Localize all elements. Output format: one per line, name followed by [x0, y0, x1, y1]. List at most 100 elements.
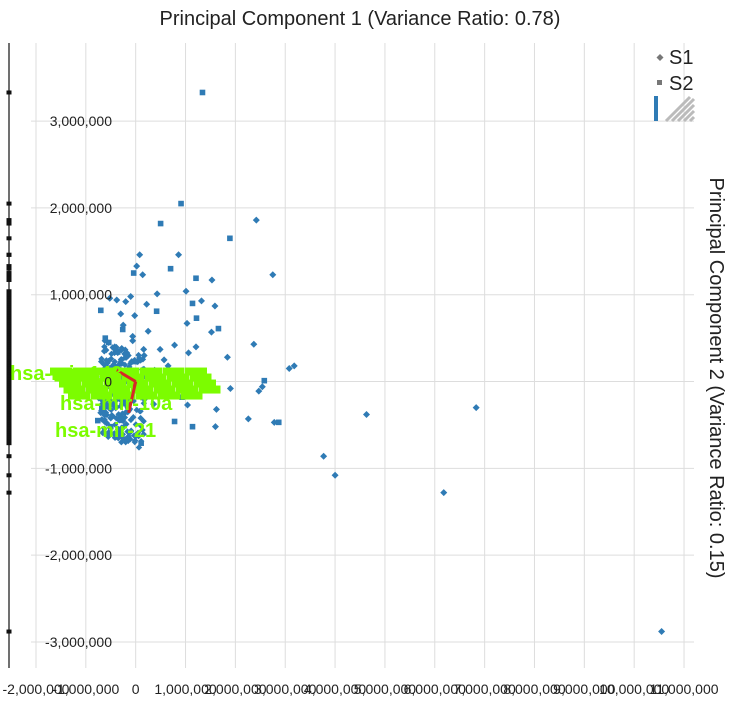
point-s1 [105, 357, 112, 365]
point-s1 [150, 400, 158, 408]
annotation-band [171, 379, 194, 388]
annotation-band [81, 379, 104, 388]
annotation-band [194, 379, 216, 388]
point-s1 [137, 357, 144, 364]
y-tick-label: -1,000,000 [45, 460, 112, 476]
point-s1 [211, 423, 219, 431]
point-s1 [101, 343, 108, 350]
x-tick-labels: -2,000,000-1,000,000 0 1,000,0002,000,0003… [3, 681, 719, 697]
point-s1 [137, 437, 145, 445]
annotation-band [149, 379, 171, 388]
rug-mark [6, 252, 12, 257]
rug-mark [6, 414, 12, 419]
point-s1 [131, 356, 138, 364]
rug-mark [6, 320, 12, 325]
point-s1 [118, 344, 125, 352]
rug-mark [6, 366, 12, 371]
point-s1 [117, 402, 124, 410]
point-s1 [182, 287, 190, 295]
point-s1 [111, 421, 119, 428]
point-s1 [123, 420, 130, 428]
rug-mark [6, 438, 12, 443]
point-s1 [101, 337, 109, 344]
rug-mark [6, 264, 12, 269]
rug-mark [6, 454, 12, 459]
point-s1 [124, 428, 131, 435]
rug-mark [6, 394, 12, 399]
point-s1 [135, 444, 143, 451]
point-s1 [211, 302, 219, 310]
rug-mark [6, 412, 12, 417]
y-tick-label: 0 [104, 374, 112, 390]
rug-mark [6, 266, 12, 271]
point-s1 [132, 421, 140, 428]
point-s1 [114, 362, 122, 369]
point-s1 [121, 350, 128, 358]
rug-mark [6, 377, 12, 382]
point-s1 [285, 365, 293, 373]
annotation-band [176, 385, 198, 394]
point-s1 [119, 431, 127, 438]
x-tick-label: 4,000,000 [304, 681, 366, 697]
point-s2 [153, 308, 160, 315]
point-s1 [101, 425, 108, 432]
rug-mark [6, 490, 12, 495]
loading-label: hsa-mir-143 [10, 363, 122, 385]
annotation-band [99, 373, 122, 382]
point-s2 [98, 404, 105, 411]
rug-mark [6, 379, 12, 384]
annotation-band [126, 379, 149, 388]
point-s1 [113, 296, 121, 304]
point-s2 [275, 419, 282, 426]
x-tick-label: -1,000,000 [52, 681, 119, 697]
annotation-band [90, 391, 113, 400]
rug-mark [6, 349, 12, 354]
annotation-band [180, 391, 203, 400]
annotation-band [104, 379, 126, 388]
x-tick-label: 9,000,000 [553, 681, 615, 697]
annotation-band [95, 367, 117, 376]
rug-mark [6, 425, 12, 430]
rug-mark [6, 312, 12, 317]
point-s1 [185, 349, 193, 357]
rug-mark [6, 388, 12, 393]
point-s1 [269, 271, 277, 279]
legend-marker-s2 [657, 80, 662, 85]
point-s1 [98, 355, 105, 363]
point-s1 [102, 346, 110, 354]
point-s1 [127, 292, 135, 300]
rug-mark [6, 218, 12, 223]
rug-mark [6, 357, 12, 362]
rug-mark [6, 370, 12, 375]
rug-mark [6, 201, 12, 206]
annotation-band [68, 391, 90, 400]
point-s2 [94, 417, 101, 424]
y-tick-label: 1,000,000 [50, 287, 112, 303]
annotation-band [63, 385, 86, 394]
annotation-band [158, 391, 180, 400]
point-s1 [144, 327, 152, 335]
point-s1 [118, 424, 125, 431]
rug-mark [6, 340, 12, 345]
y-tick-label: -3,000,000 [45, 634, 112, 650]
annotation-band [117, 367, 140, 376]
point-s1 [197, 297, 205, 305]
rug-mark [6, 342, 12, 347]
point-s1 [156, 345, 164, 353]
x-tick-label: 3,000,000 [254, 681, 316, 697]
rug-mark [6, 396, 12, 401]
rug-mark [6, 331, 12, 336]
point-s1 [223, 353, 231, 361]
point-s2 [107, 423, 114, 430]
rug-mark [6, 303, 12, 308]
annotation-band [162, 367, 185, 376]
loading-arrow [127, 381, 138, 414]
y-tick-labels: 3,000,000 2,000,000 1,000,000 0 -1,000,000 -2… [45, 113, 112, 650]
point-s1 [207, 328, 215, 336]
rug-mark [6, 392, 12, 397]
point-s1 [122, 298, 130, 306]
point-s1 [115, 434, 122, 442]
point-s2 [189, 300, 196, 307]
annotation-band [77, 373, 99, 382]
